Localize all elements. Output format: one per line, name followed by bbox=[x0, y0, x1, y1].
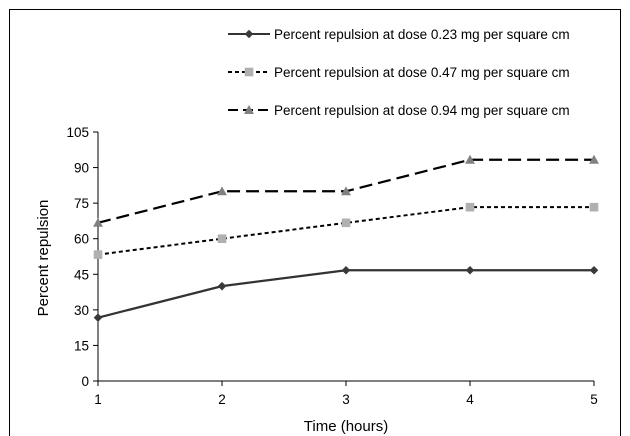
series-1 bbox=[93, 265, 599, 322]
data-point bbox=[341, 265, 351, 275]
data-point bbox=[465, 154, 475, 164]
data-point bbox=[217, 234, 227, 244]
y-tick-label: 30 bbox=[74, 303, 89, 318]
data-point bbox=[589, 265, 599, 275]
y-tick-label: 90 bbox=[74, 161, 89, 176]
x-axis-title: Time (hours) bbox=[304, 418, 388, 435]
x-tick-label: 4 bbox=[466, 392, 474, 407]
data-point bbox=[93, 313, 103, 322]
legend-item-3: Percent repulsion at dose 0.94 mg per sq… bbox=[228, 103, 570, 118]
series-line bbox=[97, 206, 594, 256]
data-point bbox=[341, 186, 351, 196]
series-2 bbox=[93, 202, 599, 259]
x-tick-label: 5 bbox=[590, 392, 598, 407]
legend-swatch-marker bbox=[244, 67, 254, 77]
data-point bbox=[589, 202, 599, 212]
y-tick-label: 15 bbox=[74, 338, 89, 353]
x-tick-label: 1 bbox=[94, 392, 102, 407]
y-axis-title: Percent repulsion bbox=[35, 200, 52, 317]
data-point bbox=[465, 265, 475, 275]
data-point bbox=[217, 186, 227, 196]
y-tick-label: 75 bbox=[74, 196, 89, 211]
data-point bbox=[217, 281, 227, 291]
data-point bbox=[589, 154, 599, 164]
legend: Percent repulsion at dose 0.23 mg per sq… bbox=[228, 27, 570, 118]
data-point bbox=[93, 217, 103, 227]
y-tick-label: 60 bbox=[74, 232, 89, 247]
legend-label: Percent repulsion at dose 0.47 mg per sq… bbox=[274, 65, 570, 80]
legend-item-1: Percent repulsion at dose 0.23 mg per sq… bbox=[228, 27, 570, 42]
data-point bbox=[341, 218, 351, 228]
y-tick-label: 45 bbox=[74, 267, 89, 282]
series-layer bbox=[93, 154, 599, 322]
legend-swatch-marker bbox=[244, 105, 254, 114]
y-tick-label: 0 bbox=[81, 374, 89, 389]
chart-frame bbox=[9, 9, 621, 436]
data-point bbox=[93, 250, 103, 259]
legend-label: Percent repulsion at dose 0.94 mg per sq… bbox=[274, 103, 570, 118]
series-3 bbox=[93, 154, 599, 227]
x-tick-label: 3 bbox=[342, 392, 350, 407]
series-line bbox=[97, 269, 594, 319]
y-tick-label: 105 bbox=[66, 125, 89, 140]
legend-label: Percent repulsion at dose 0.23 mg per sq… bbox=[274, 27, 570, 42]
legend-swatch-marker bbox=[244, 29, 254, 39]
data-point bbox=[465, 202, 475, 212]
x-tick-label: 2 bbox=[218, 392, 226, 407]
legend-item-2: Percent repulsion at dose 0.47 mg per sq… bbox=[228, 65, 570, 80]
